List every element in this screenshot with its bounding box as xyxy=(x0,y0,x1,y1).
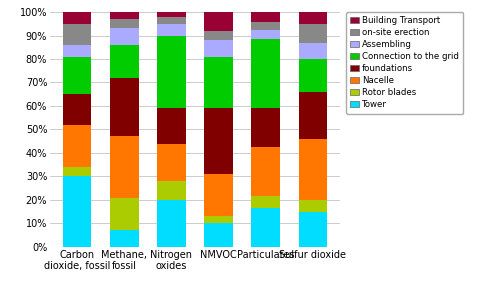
Bar xyxy=(298,12,327,24)
Bar xyxy=(252,12,280,22)
Bar xyxy=(252,30,280,39)
Bar xyxy=(204,57,233,108)
Bar xyxy=(110,197,138,230)
Bar xyxy=(204,223,233,247)
Bar xyxy=(63,57,92,94)
Bar xyxy=(63,125,92,167)
Bar xyxy=(110,12,138,19)
Bar xyxy=(110,19,138,29)
Bar xyxy=(158,36,186,108)
Bar xyxy=(158,17,186,24)
Bar xyxy=(63,167,92,176)
Bar xyxy=(110,136,138,197)
Bar xyxy=(252,108,280,147)
Bar xyxy=(252,147,280,196)
Bar xyxy=(110,230,138,247)
Bar xyxy=(298,212,327,247)
Bar xyxy=(158,181,186,200)
Bar xyxy=(252,39,280,108)
Bar xyxy=(63,176,92,247)
Bar xyxy=(110,45,138,78)
Bar xyxy=(204,12,233,31)
Bar xyxy=(110,29,138,45)
Bar xyxy=(63,45,92,57)
Bar xyxy=(298,92,327,139)
Legend: Building Transport, on-site erection, Assembling, Connection to the grid, founda: Building Transport, on-site erection, As… xyxy=(346,12,464,114)
Bar xyxy=(298,24,327,42)
Bar xyxy=(204,216,233,223)
Bar xyxy=(204,31,233,40)
Bar xyxy=(158,200,186,247)
Bar xyxy=(252,196,280,208)
Bar xyxy=(252,22,280,30)
Bar xyxy=(252,208,280,247)
Bar xyxy=(298,42,327,59)
Bar xyxy=(110,78,138,136)
Bar xyxy=(298,200,327,212)
Bar xyxy=(298,139,327,200)
Bar xyxy=(204,40,233,57)
Bar xyxy=(204,108,233,174)
Bar xyxy=(298,59,327,92)
Bar xyxy=(63,12,92,24)
Bar xyxy=(158,12,186,17)
Bar xyxy=(63,94,92,125)
Bar xyxy=(158,144,186,181)
Bar xyxy=(63,24,92,45)
Bar xyxy=(204,174,233,216)
Bar xyxy=(158,108,186,144)
Bar xyxy=(158,24,186,36)
